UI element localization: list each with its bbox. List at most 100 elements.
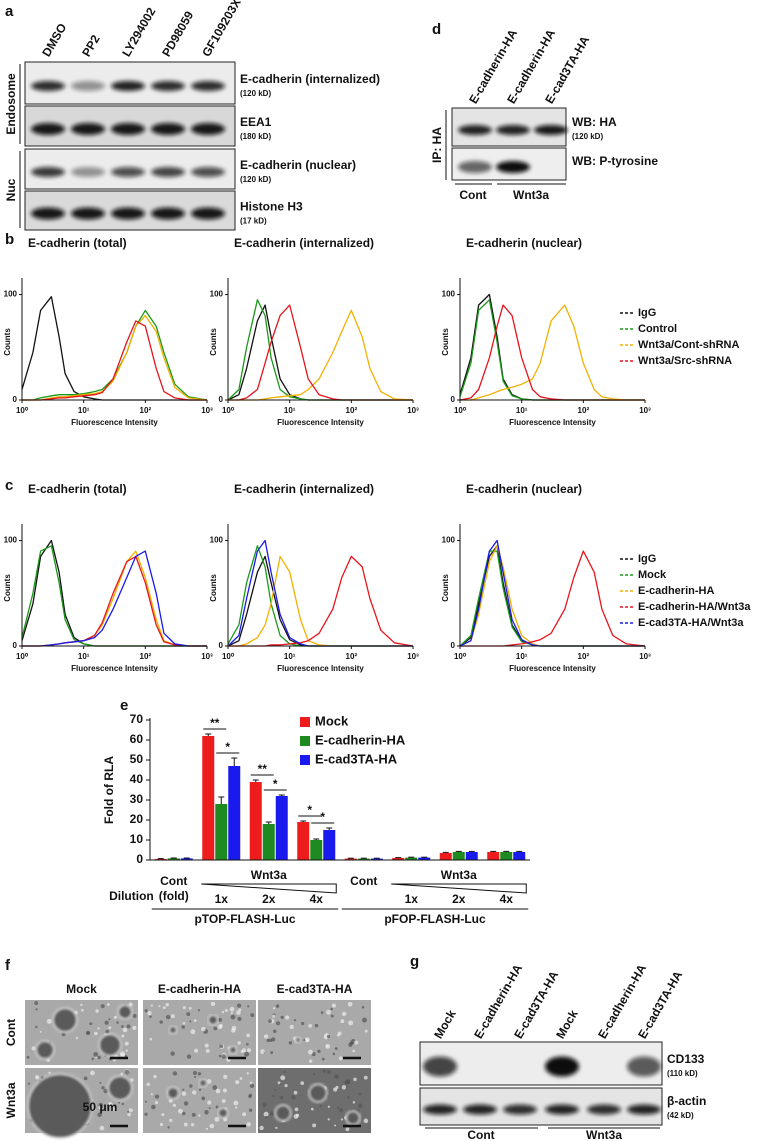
cell	[235, 1080, 240, 1085]
micrograph	[25, 1000, 138, 1065]
sphere	[228, 1045, 238, 1055]
cell	[333, 1087, 338, 1092]
cell	[262, 1102, 267, 1107]
y-tick-label: 0	[219, 395, 224, 404]
blot-band	[71, 167, 105, 177]
cell	[269, 1111, 275, 1116]
cell	[279, 1095, 284, 1100]
x-tick-label: 10⁰	[454, 406, 467, 415]
cell	[122, 1027, 128, 1033]
blot-label: Histone H3	[240, 200, 303, 214]
hist-title: E-cadherin (total)	[28, 236, 127, 250]
cell	[204, 1110, 209, 1115]
cell	[250, 1013, 255, 1018]
cell	[274, 1089, 277, 1092]
micrograph	[258, 1000, 371, 1065]
cell	[263, 1111, 269, 1117]
cell	[322, 1069, 326, 1073]
panel-label: f	[5, 957, 11, 974]
y-axis-label: Counts	[3, 574, 12, 602]
cell	[206, 1079, 212, 1084]
hist-curve	[22, 309, 208, 401]
cell	[154, 1101, 159, 1105]
cell	[214, 1117, 220, 1122]
legend-swatch	[300, 736, 310, 746]
bar	[275, 796, 288, 860]
legend-label: Mock	[638, 569, 667, 581]
cell	[320, 1011, 324, 1014]
blot-label: β-actin	[667, 1094, 706, 1108]
x-tick-label: 10⁰	[16, 406, 29, 415]
y-tick-label: 10	[130, 832, 144, 846]
cell	[35, 1025, 38, 1029]
cell	[308, 1023, 312, 1028]
cell	[331, 1003, 337, 1008]
cell	[235, 1106, 238, 1109]
blot-band	[423, 1104, 457, 1115]
cell	[105, 1029, 110, 1034]
blot-band	[496, 161, 530, 173]
treatment-label: Wnt3a	[441, 868, 477, 882]
x-tick-label: 10¹	[284, 652, 296, 661]
column-label: E-cad3TA-HA	[277, 982, 353, 996]
y-tick-label: 0	[451, 641, 456, 650]
hist-curve	[460, 304, 645, 401]
cell	[144, 1100, 148, 1103]
y-tick-label: 0	[13, 395, 18, 404]
cell	[340, 1019, 345, 1024]
x-tick-label: 4x	[500, 892, 514, 906]
cell	[327, 1070, 331, 1074]
micrograph	[25, 1068, 138, 1139]
blot-size: (120 kD)	[240, 89, 271, 98]
micrograph	[258, 1068, 371, 1133]
treatment-label: Wnt3a	[251, 868, 287, 882]
cell	[190, 1029, 196, 1035]
cell	[35, 1008, 38, 1011]
cell	[319, 1105, 322, 1108]
hist-title: E-cadherin (internalized)	[234, 236, 374, 250]
cell	[280, 1015, 284, 1019]
cell	[182, 1088, 185, 1091]
cell	[294, 1107, 299, 1112]
bar	[418, 857, 431, 860]
cell	[205, 1048, 210, 1053]
y-tick-label: 100	[4, 290, 18, 299]
cell	[336, 1106, 340, 1110]
blot-size: (120 kD)	[572, 132, 603, 141]
blot-band	[71, 81, 105, 91]
column-label: E-cadherin-HA	[158, 982, 242, 996]
sphere	[274, 1104, 292, 1122]
cell	[347, 1096, 350, 1099]
cell	[170, 1014, 175, 1019]
cell	[89, 1022, 93, 1026]
sphere	[27, 1073, 93, 1139]
cell	[130, 1078, 134, 1082]
bar	[297, 822, 310, 860]
hist-curve	[459, 299, 645, 401]
cell	[165, 1014, 171, 1020]
cell	[212, 1085, 218, 1090]
x-tick-label: 10¹	[78, 652, 90, 661]
column-label: Mock	[66, 982, 97, 996]
y-tick-label: 60	[130, 732, 144, 746]
cell	[312, 1123, 317, 1128]
bar	[392, 858, 405, 860]
x-tick-label: 10²	[346, 406, 358, 415]
bar	[487, 852, 500, 860]
cell	[182, 1006, 186, 1010]
blot-band	[111, 81, 145, 91]
lane-label: Mock	[553, 1007, 581, 1041]
cell	[128, 1108, 133, 1113]
cell	[354, 1040, 359, 1045]
cell	[312, 1073, 316, 1076]
cell	[113, 1059, 116, 1062]
hist-curve	[228, 309, 414, 401]
cell	[197, 1009, 201, 1012]
cell	[293, 1090, 298, 1095]
cell	[215, 1088, 221, 1094]
cell	[169, 1118, 173, 1122]
hist-curve	[22, 314, 208, 401]
blot-size: (110 kD)	[667, 1069, 698, 1078]
cell	[327, 1105, 330, 1108]
cell	[113, 1015, 117, 1019]
